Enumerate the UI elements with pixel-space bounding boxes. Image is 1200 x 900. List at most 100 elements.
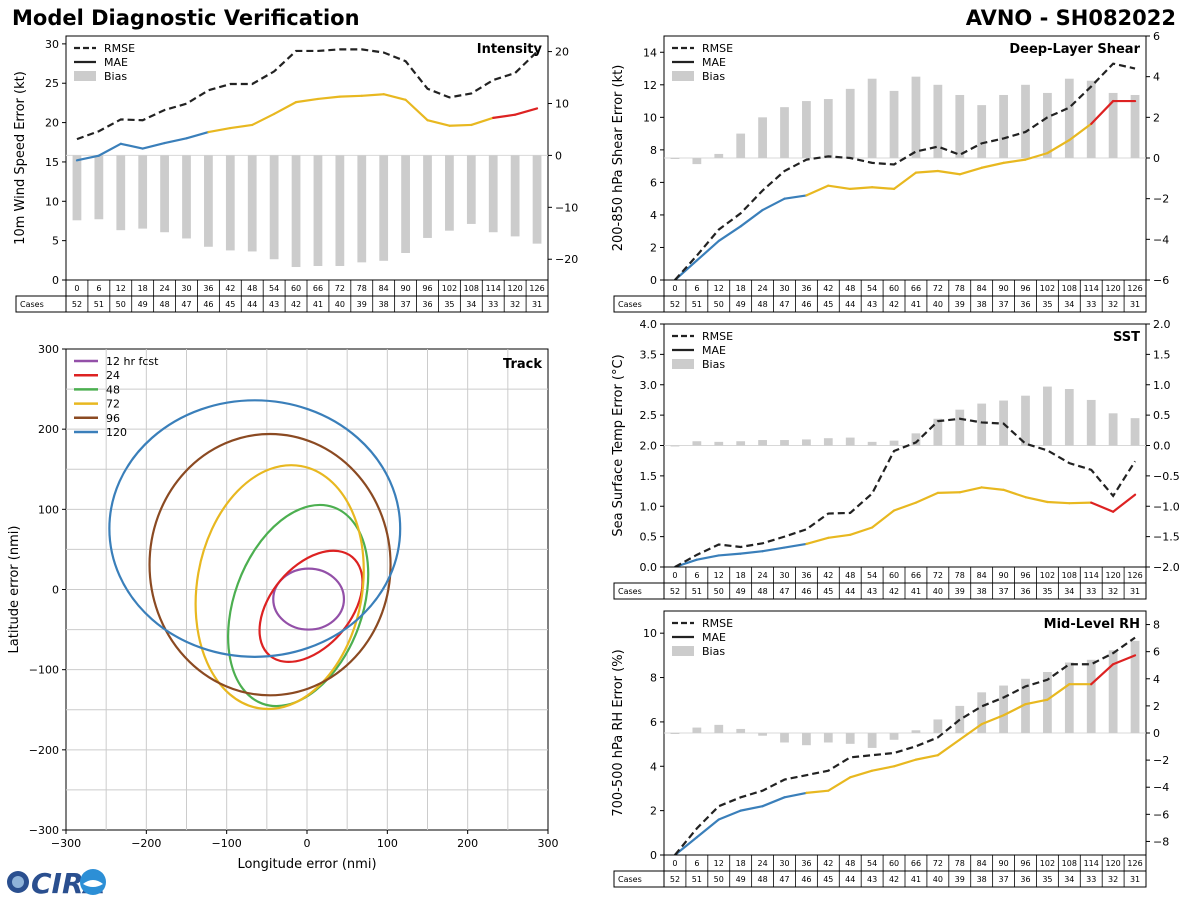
intensity-hour-cell: 42 bbox=[225, 284, 235, 293]
rh-mae-segment bbox=[914, 754, 939, 761]
intensity-cases-cell: 51 bbox=[94, 300, 104, 309]
shear-cases-cell: 46 bbox=[801, 300, 811, 309]
intensity-bias-bar bbox=[204, 155, 213, 247]
rh-title: Mid-Level RH bbox=[1044, 617, 1140, 632]
shear-hour-cell: 102 bbox=[1040, 284, 1055, 293]
intensity-hour-cell: 84 bbox=[379, 284, 389, 293]
sst-bias-bar bbox=[977, 403, 987, 446]
rh-y2tick-label: −6 bbox=[1153, 808, 1169, 821]
intensity-cases-cell: 36 bbox=[422, 300, 432, 309]
track-panel: −300 −200 −100 0 100 200 300 −300 −200 −100 0 100 20… bbox=[7, 343, 559, 872]
shear-bias-bar bbox=[977, 105, 987, 158]
sst-ytick-label: 3.0 bbox=[640, 379, 658, 392]
sst-cases-cell: 50 bbox=[714, 587, 724, 596]
rh-hour-cell: 36 bbox=[801, 859, 811, 868]
shear-hour-cell: 90 bbox=[998, 284, 1008, 293]
intensity-ytick-label: 15 bbox=[45, 156, 59, 169]
intensity-hour-cell: 90 bbox=[400, 284, 410, 293]
intensity-cases-cell: 34 bbox=[466, 300, 476, 309]
sst-mae-segment bbox=[783, 542, 808, 549]
shear-hour-cell: 84 bbox=[977, 284, 987, 293]
shear-mae-segment bbox=[958, 166, 983, 176]
shear-rmse-line bbox=[674, 62, 1136, 281]
intensity-cases-cell: 38 bbox=[379, 300, 389, 309]
track-ytick-label: 100 bbox=[38, 503, 59, 516]
rh-cases-cell: 38 bbox=[977, 875, 987, 884]
shear-bias-bar bbox=[736, 133, 746, 158]
track-ytick-label: 0 bbox=[52, 584, 59, 597]
shear-bias-bar bbox=[933, 84, 943, 158]
rh-legend-mae: MAE bbox=[702, 631, 726, 644]
sst-title: SST bbox=[1113, 330, 1140, 345]
shear-cases-cell: 43 bbox=[867, 300, 877, 309]
intensity-hour-cell: 66 bbox=[313, 284, 323, 293]
sst-y2tick-label: −1.5 bbox=[1153, 531, 1180, 544]
sst-hour-cell: 60 bbox=[889, 571, 899, 580]
shear-hour-cell: 72 bbox=[933, 284, 943, 293]
intensity-mae-segment bbox=[119, 142, 144, 150]
track-legend-label: 96 bbox=[106, 412, 120, 425]
shear-cases-cell: 34 bbox=[1064, 300, 1074, 309]
sst-mae-segment bbox=[958, 486, 983, 494]
shear-cases-row bbox=[613, 295, 1147, 313]
shear-bias-bar bbox=[867, 78, 877, 158]
intensity-bias-bar bbox=[335, 155, 345, 266]
sst-rmse-line bbox=[674, 417, 1136, 568]
rh-cases-cell: 51 bbox=[692, 875, 702, 884]
sst-mae-segment bbox=[1068, 501, 1093, 505]
shear-bias-bar bbox=[1130, 94, 1140, 158]
sst-mae-segment bbox=[1002, 488, 1027, 499]
intensity-hour-cell: 96 bbox=[422, 284, 432, 293]
shear-bias-bar bbox=[955, 94, 965, 158]
shear-cases-cell: 35 bbox=[1042, 300, 1052, 309]
rh-hour-cell: 0 bbox=[672, 859, 677, 868]
sst-mae-segment bbox=[739, 550, 764, 555]
rh-hour-cell: 84 bbox=[977, 859, 987, 868]
shear-bias-bar bbox=[911, 76, 921, 158]
sst-panel: 0.0 0.5 1.0 1.5 2.0 2.5 3.0 3.5 4.0 −2.0 −1.5 −1.0 −… bbox=[611, 318, 1180, 600]
rh-y2tick-label: 4 bbox=[1153, 673, 1160, 686]
intensity-mae-segment bbox=[207, 126, 232, 134]
rh-mae-segment bbox=[739, 805, 764, 812]
sst-ytick-label: 2.0 bbox=[640, 440, 658, 453]
rh-mae-segment bbox=[1002, 703, 1027, 717]
sst-y2tick-label: 1.0 bbox=[1153, 379, 1171, 392]
rh-mae-segment bbox=[849, 769, 874, 779]
sst-bias-bar bbox=[714, 441, 724, 446]
intensity-cases-cell: 32 bbox=[510, 300, 520, 309]
shear-hour-cell: 96 bbox=[1020, 284, 1030, 293]
sst-cases-cell: 41 bbox=[911, 587, 921, 596]
intensity-mae-segment bbox=[251, 112, 276, 127]
sst-legend-mae: MAE bbox=[702, 344, 726, 357]
sst-legend-bias-swatch bbox=[672, 359, 694, 369]
rh-y2tick-label: 6 bbox=[1153, 646, 1160, 659]
sst-cases-cell: 37 bbox=[998, 587, 1008, 596]
shear-hour-cell: 0 bbox=[672, 284, 677, 293]
sst-mae-segment bbox=[914, 491, 939, 504]
intensity-mae-segment bbox=[492, 113, 517, 119]
shear-hour-cell: 54 bbox=[867, 284, 877, 293]
rh-hour-cell: 24 bbox=[757, 859, 767, 868]
shear-mae-segment bbox=[783, 194, 808, 200]
rh-ytick-label: 6 bbox=[650, 716, 657, 729]
track-ylabel: Latitude error (nmi) bbox=[7, 526, 22, 654]
rh-bias-bar bbox=[780, 733, 789, 743]
track-title: Track bbox=[503, 357, 542, 372]
sst-hour-cell: 90 bbox=[998, 571, 1008, 580]
track-ellipse-120 bbox=[108, 399, 402, 658]
sst-mae-segment bbox=[1112, 493, 1137, 513]
cira-logo: CIRA bbox=[7, 867, 106, 898]
rh-cases-cell: 33 bbox=[1086, 875, 1096, 884]
sst-hour-cell: 0 bbox=[672, 571, 677, 580]
intensity-cases-cell: 43 bbox=[269, 300, 279, 309]
sst-bias-bar bbox=[670, 445, 680, 447]
sst-cases-cell: 47 bbox=[779, 587, 789, 596]
intensity-cases-cell: 41 bbox=[313, 300, 323, 309]
intensity-cases-cell: 37 bbox=[400, 300, 410, 309]
rh-hour-cell: 78 bbox=[955, 859, 965, 868]
sst-ytick-label: 2.5 bbox=[640, 409, 658, 422]
track-xtick-label: 300 bbox=[538, 837, 559, 850]
sst-hour-cell: 30 bbox=[779, 571, 789, 580]
sst-hour-cell: 84 bbox=[977, 571, 987, 580]
